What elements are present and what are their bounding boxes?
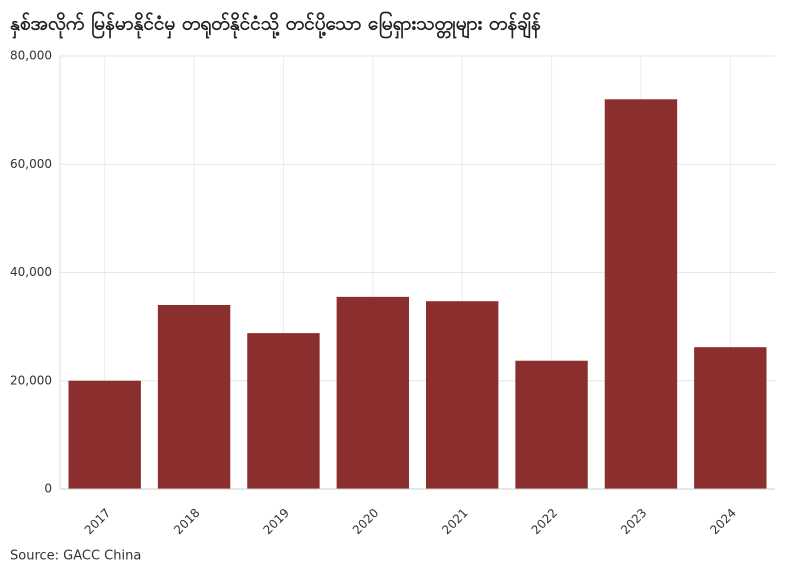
x-tick-label: 2022 bbox=[529, 506, 560, 537]
y-tick-label: 20,000 bbox=[10, 373, 52, 387]
x-tick-label: 2021 bbox=[439, 506, 470, 537]
y-tick-label: 60,000 bbox=[10, 157, 52, 171]
bar bbox=[425, 301, 499, 489]
bar bbox=[515, 360, 588, 489]
y-tick-label: 0 bbox=[44, 482, 52, 496]
x-tick-label: 2020 bbox=[350, 506, 381, 537]
bar bbox=[336, 296, 410, 489]
bar bbox=[68, 380, 141, 489]
bar bbox=[694, 347, 767, 489]
source-note: Source: GACC China bbox=[10, 549, 141, 564]
bar bbox=[604, 99, 678, 490]
y-tick-label: 40,000 bbox=[10, 265, 52, 279]
x-tick-label: 2023 bbox=[618, 506, 649, 537]
x-tick-label: 2017 bbox=[82, 506, 113, 537]
y-tick-label: 80,000 bbox=[10, 49, 52, 63]
x-tick-label: 2024 bbox=[707, 506, 738, 537]
chart-title: နှစ်အလိုက် မြန်မာနိုင်ငံမှ တရုတ်နိုင်ငံသ… bbox=[10, 10, 541, 40]
x-tick-label: 2018 bbox=[171, 506, 202, 537]
x-tick-label: 2019 bbox=[261, 506, 292, 537]
bar bbox=[247, 333, 320, 489]
bar bbox=[157, 304, 231, 489]
